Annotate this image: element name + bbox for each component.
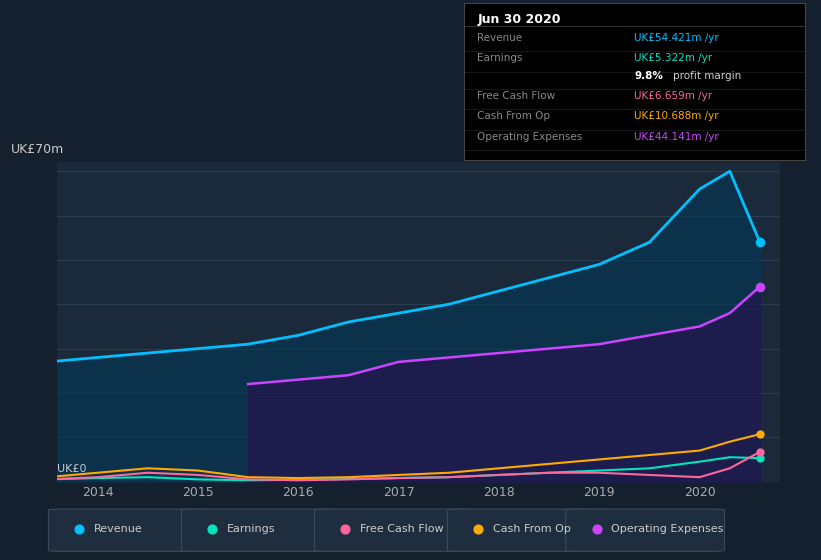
Text: Revenue: Revenue [478, 33, 523, 43]
Point [590, 525, 603, 534]
Text: UK£54.421m /yr: UK£54.421m /yr [635, 33, 719, 43]
Text: Revenue: Revenue [94, 524, 143, 534]
Text: Earnings: Earnings [478, 53, 523, 63]
FancyBboxPatch shape [181, 509, 341, 552]
Point [73, 525, 86, 534]
Text: UK£6.659m /yr: UK£6.659m /yr [635, 91, 713, 101]
Point [754, 447, 767, 456]
FancyBboxPatch shape [566, 509, 724, 552]
Text: Earnings: Earnings [227, 524, 276, 534]
Text: UK£44.141m /yr: UK£44.141m /yr [635, 132, 719, 142]
Point [339, 525, 352, 534]
Point [754, 282, 767, 291]
FancyBboxPatch shape [447, 509, 606, 552]
Point [472, 525, 485, 534]
Text: Free Cash Flow: Free Cash Flow [478, 91, 556, 101]
Point [754, 454, 767, 463]
FancyBboxPatch shape [314, 509, 473, 552]
Point [206, 525, 219, 534]
Point [754, 238, 767, 247]
Text: UK£5.322m /yr: UK£5.322m /yr [635, 53, 713, 63]
Text: Cash From Op: Cash From Op [493, 524, 571, 534]
Text: UK£70m: UK£70m [11, 143, 64, 156]
Point [754, 430, 767, 438]
Text: profit margin: profit margin [673, 71, 741, 81]
Text: Operating Expenses: Operating Expenses [612, 524, 724, 534]
Text: Operating Expenses: Operating Expenses [478, 132, 583, 142]
Text: Free Cash Flow: Free Cash Flow [360, 524, 444, 534]
Text: Jun 30 2020: Jun 30 2020 [478, 13, 561, 26]
FancyBboxPatch shape [48, 509, 208, 552]
Text: UK£10.688m /yr: UK£10.688m /yr [635, 111, 719, 122]
Text: 9.8%: 9.8% [635, 71, 663, 81]
Text: Cash From Op: Cash From Op [478, 111, 551, 122]
Text: UK£0: UK£0 [57, 464, 87, 474]
